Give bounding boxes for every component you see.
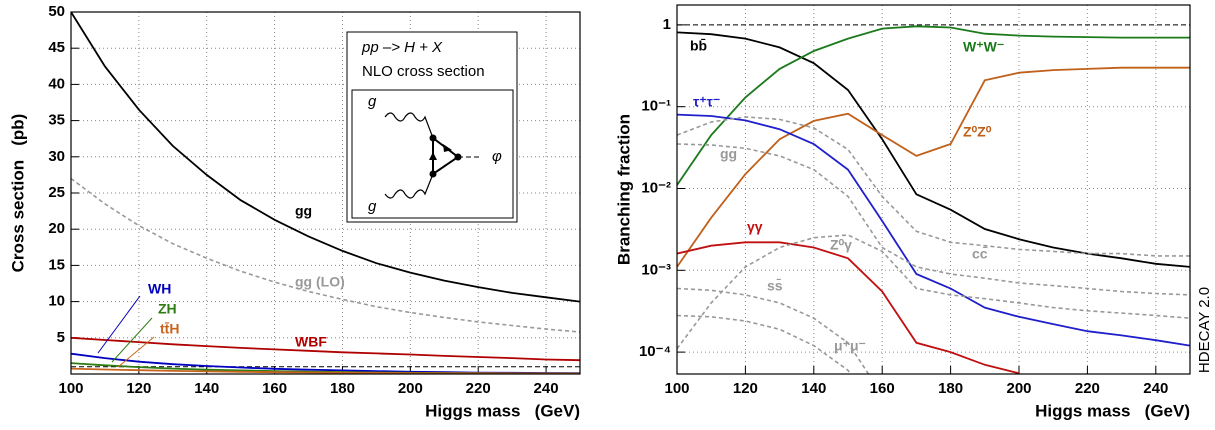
x-tick-label: 240	[534, 380, 559, 397]
series-label: γγ	[747, 219, 763, 235]
series-label: τ⁺τ⁻	[693, 94, 720, 110]
series-line	[677, 116, 1190, 257]
x-tick-label: 160	[870, 380, 895, 397]
y-tick-label: 15	[48, 256, 65, 273]
series-line	[677, 66, 1190, 268]
y-tick-label: 35	[48, 112, 65, 129]
y-tick-label: 50	[48, 3, 65, 20]
plot-area	[677, 5, 1190, 374]
series-line	[71, 12, 580, 303]
x-tick-label: 120	[126, 380, 151, 397]
x-tick-label: 180	[330, 380, 355, 397]
x-tick-label: 200	[398, 380, 423, 397]
series-line	[677, 234, 1190, 350]
x-tick-label: 220	[466, 380, 491, 397]
series-label: Z⁰Z⁰	[963, 124, 992, 140]
series-group	[71, 12, 580, 374]
diagram-label: g	[368, 198, 377, 215]
series-line	[677, 314, 852, 374]
series-label: cc̄	[972, 245, 988, 262]
series-line	[677, 25, 1190, 186]
series-line	[677, 143, 1190, 296]
annotation: NLO cross section	[362, 63, 485, 80]
series-line	[71, 177, 580, 333]
annotation: pp –> H + X	[361, 39, 443, 56]
series-line	[677, 287, 870, 374]
series-label: WBF	[295, 334, 327, 350]
series-label: gg	[720, 146, 737, 162]
y-tick-label: 25	[48, 184, 65, 201]
y-tick-label: 20	[48, 220, 65, 237]
series-label: gg (LO)	[295, 274, 345, 290]
series-label: W⁺W⁻	[963, 39, 1004, 55]
series-label: Z⁰γ	[830, 237, 852, 253]
y-axis-title: Branching fraction	[614, 114, 633, 265]
x-axis-title: Higgs mass (GeV)	[1035, 401, 1190, 420]
y-tick-label: 10⁻³	[641, 261, 671, 278]
series-line	[71, 367, 580, 374]
x-tick-label: 140	[801, 380, 826, 397]
x-tick-label: 100	[664, 380, 689, 397]
series-line	[677, 241, 1020, 374]
series-label: ZH	[158, 301, 177, 317]
x-axis-title: Higgs mass (GeV)	[425, 401, 580, 420]
diagram-label: φ	[492, 148, 502, 165]
x-tick-label: 200	[1006, 380, 1031, 397]
series-group	[677, 25, 1190, 374]
y-tick-label: 10⁻²	[641, 179, 671, 196]
y-tick-label: 5	[57, 329, 65, 346]
x-tick-label: 140	[194, 380, 219, 397]
x-tick-label: 180	[938, 380, 963, 397]
x-tick-label: 220	[1075, 380, 1100, 397]
y-tick-label: 10	[48, 293, 65, 310]
series-label: gg	[295, 203, 312, 219]
y-tick-label: 10⁻¹	[641, 98, 671, 115]
plot-frame	[70, 11, 581, 375]
series-line	[677, 113, 1190, 347]
y-tick-label: 10⁻⁴	[639, 343, 671, 360]
series-label: tt̄H	[160, 320, 179, 336]
y-tick-label: 30	[48, 148, 65, 165]
series-line	[71, 336, 580, 362]
annotation: HDECAY 2.0	[1196, 287, 1213, 373]
diagram-label: g	[368, 93, 377, 110]
y-axis-title: Cross section (pb)	[8, 114, 27, 273]
y-tick-label: 45	[48, 39, 65, 56]
inset-box: pp –> H + X NLO cross section g g φ	[346, 31, 518, 223]
x-tick-label: 240	[1143, 380, 1168, 397]
series-label: μ⁺μ⁻	[834, 338, 866, 354]
series-label: bb̄	[690, 37, 707, 54]
plot-frame	[676, 4, 1191, 375]
x-tick-label: 120	[733, 380, 758, 397]
series-label: ss̄	[767, 277, 783, 294]
y-tick-label: 1	[663, 16, 671, 33]
arrows	[97, 295, 155, 368]
series-label: WH	[148, 281, 171, 297]
y-tick-label: 40	[48, 75, 65, 92]
series-line	[677, 31, 1190, 268]
x-tick-label: 100	[58, 380, 83, 397]
x-tick-label: 160	[262, 380, 287, 397]
